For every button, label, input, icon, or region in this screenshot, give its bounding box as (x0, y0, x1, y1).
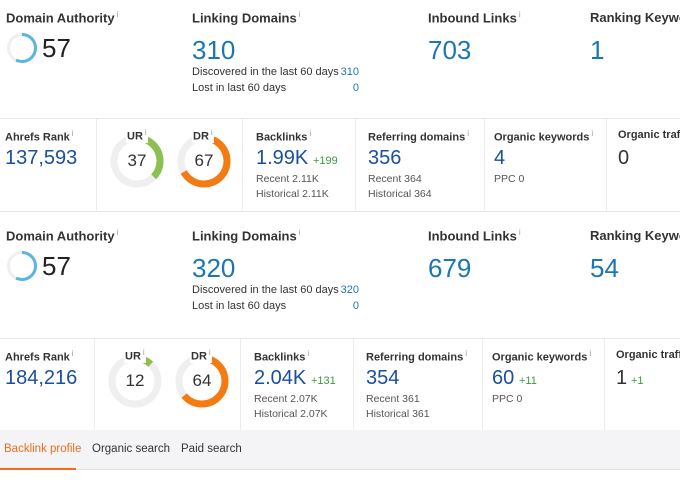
organic-keywords-label: Organic keywords i (492, 349, 592, 364)
ranking-keywords-label: Ranking Keywo (590, 10, 680, 25)
tab-paid-search[interactable]: Paid search (181, 443, 242, 455)
moz-metrics-row: Domain Authority i 57 Linking Domains i 32… (0, 218, 680, 318)
dr-label: DR i (190, 348, 212, 363)
discovered-label: Discovered in the last 60 days (192, 284, 339, 296)
backlinks-delta: +131 (311, 375, 336, 387)
ahrefs-rank-value: 184,216 (5, 367, 78, 389)
domain-authority-ring (6, 250, 38, 282)
ppc-value: PPC 0 (492, 393, 523, 405)
domain-authority-value: 57 (42, 33, 71, 63)
organic-traffic-cell: Organic traffi 1 +1 (605, 339, 680, 431)
dr-gauge: DR i 64 (174, 348, 230, 409)
organic-keywords-delta: +11 (519, 375, 537, 387)
lost-value[interactable]: 0 (352, 300, 359, 312)
referring-domains-historical: Historical 364 (368, 188, 432, 200)
domain-authority-label: Domain Authority i (6, 228, 119, 244)
organic-traffic-label: Organic traffi (616, 349, 680, 361)
backlinks-cell: Backlinks i 2.04K +131 Recent 2.07K Histo… (241, 339, 354, 431)
backlinks-historical: Historical 2.07K (254, 408, 328, 420)
organic-traffic-value[interactable]: 0 (618, 147, 630, 169)
domain-authority-value: 57 (42, 251, 71, 281)
ahrefs-rank-label: Ahrefs Rank i (5, 349, 74, 364)
ur-dr-cell: UR i 12 DR i 64 (95, 339, 241, 431)
ur-gauge: UR i 12 (107, 348, 163, 409)
linking-domains-value[interactable]: 310 (192, 35, 236, 65)
referring-domains-label: Referring domains i (366, 349, 467, 364)
organic-keywords-cell: Organic keywords i 60 +11 PPC 0 (483, 339, 605, 431)
dr-value: 64 (192, 371, 212, 390)
ahrefs-metrics-row: Ahrefs Rank i 184,216 UR i 12 DR i 64 Backl… (0, 338, 680, 432)
ur-dr-cell: UR i 37 DR i 67 (97, 119, 243, 211)
organic-traffic-value[interactable]: 1 (616, 367, 628, 389)
lost-label: Lost in last 60 days (192, 82, 287, 94)
referring-domains-value[interactable]: 356 (368, 147, 402, 169)
organic-traffic-cell: Organic traffi 0 (607, 119, 680, 211)
ranking-keywords-label: Ranking Keywo (590, 228, 680, 243)
organic-keywords-value[interactable]: 60 (492, 367, 515, 389)
backlinks-recent: Recent 2.11K (256, 173, 319, 185)
backlinks-recent: Recent 2.07K (254, 393, 318, 405)
backlinks-historical: Historical 2.11K (256, 188, 329, 200)
referring-domains-recent: Recent 364 (368, 173, 422, 185)
referring-domains-label: Referring domains i (368, 129, 469, 144)
organic-keywords-label: Organic keywords i (494, 129, 594, 144)
ahrefs-rank-value: 137,593 (5, 147, 78, 169)
ranking-keywords-value[interactable]: 54 (590, 253, 619, 283)
referring-domains-cell: Referring domains i 354 Recent 361 Histor… (354, 339, 483, 431)
backlinks-value[interactable]: 2.04K (254, 367, 307, 389)
referring-domains-recent: Recent 361 (366, 393, 420, 405)
backlinks-value[interactable]: 1.99K (256, 147, 309, 169)
active-tab-underline (0, 468, 76, 470)
lost-label: Lost in last 60 days (192, 300, 287, 312)
organic-keywords-value[interactable]: 4 (494, 147, 506, 169)
referring-domains-cell: Referring domains i 356 Recent 364 Histor… (356, 119, 485, 211)
tab-backlink-profile[interactable]: Backlink profile (4, 443, 82, 455)
domain-authority-ring (6, 32, 38, 64)
ppc-value: PPC 0 (494, 173, 525, 185)
discovered-value[interactable]: 320 (340, 284, 359, 296)
backlinks-label: Backlinks i (256, 129, 312, 144)
discovered-value[interactable]: 310 (340, 66, 359, 78)
inbound-links-label: Inbound Links i (428, 10, 521, 26)
organic-traffic-delta: +1 (631, 375, 644, 387)
report-tabs: Backlink profile Organic search Paid sea… (0, 430, 680, 470)
ranking-keywords-value[interactable]: 1 (590, 35, 605, 65)
domain-authority-label: Domain Authority i (6, 10, 119, 26)
backlinks-label: Backlinks i (254, 349, 310, 364)
ur-label: UR i (124, 348, 146, 363)
discovered-label: Discovered in the last 60 days (192, 66, 339, 78)
inbound-links-value[interactable]: 679 (428, 253, 472, 283)
moz-metrics-row: Domain Authority i 57 Linking Domains i 31… (0, 0, 680, 100)
backlinks-cell: Backlinks i 1.99K +199 Recent 2.11K Histo… (243, 119, 356, 211)
ahrefs-rank-cell: Ahrefs Rank i 184,216 (0, 339, 95, 431)
inbound-links-label: Inbound Links i (428, 228, 521, 244)
backlinks-delta: +199 (313, 155, 338, 167)
tab-organic-search[interactable]: Organic search (92, 443, 170, 455)
ur-label: UR i (126, 128, 148, 143)
organic-keywords-cell: Organic keywords i 4 PPC 0 (485, 119, 607, 211)
linking-domains-label: Linking Domains i (192, 228, 301, 244)
referring-domains-historical: Historical 361 (366, 408, 430, 420)
lost-value[interactable]: 0 (352, 82, 359, 94)
ur-value: 37 (127, 151, 147, 170)
ahrefs-rank-cell: Ahrefs Rank i 137,593 (0, 119, 97, 211)
dr-value: 67 (194, 151, 214, 170)
dr-label: DR i (192, 128, 214, 143)
organic-traffic-label: Organic traffi (618, 129, 680, 141)
inbound-links-value[interactable]: 703 (428, 35, 472, 65)
ur-value: 12 (125, 371, 145, 390)
ahrefs-rank-label: Ahrefs Rank i (5, 129, 74, 144)
linking-domains-label: Linking Domains i (192, 10, 301, 26)
linking-domains-value[interactable]: 320 (192, 253, 236, 283)
ahrefs-metrics-row: Ahrefs Rank i 137,593 UR i 37 DR i 67 Backl… (0, 118, 680, 212)
ur-gauge: UR i 37 (109, 128, 165, 189)
dr-gauge: DR i 67 (176, 128, 232, 189)
referring-domains-value[interactable]: 354 (366, 367, 400, 389)
